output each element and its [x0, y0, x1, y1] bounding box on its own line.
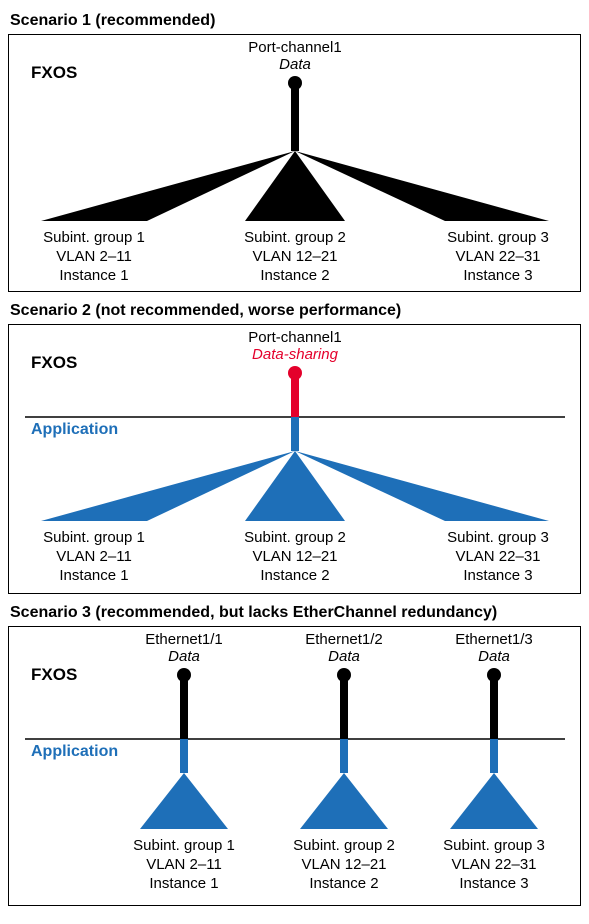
scenario2-g1-l3: Instance 1 [59, 567, 128, 584]
scenario1-g3-l1: Subint. group 3 [447, 229, 549, 246]
scenario3-g2-l2: VLAN 12–21 [301, 856, 386, 873]
scenario3-title: Scenario 3 (recommended, but lacks Ether… [10, 604, 581, 622]
scenario3-group2: Subint. group 2 VLAN 12–21 Instance 2 [269, 837, 419, 893]
scenario2-g3-l2: VLAN 22–31 [455, 548, 540, 565]
scenario3-g3-l2: VLAN 22–31 [451, 856, 536, 873]
scenario3-group3: Subint. group 3 VLAN 22–31 Instance 3 [419, 837, 569, 893]
scenario2-g1-l1: Subint. group 1 [43, 529, 145, 546]
scenario3-box: FXOS Application Ethernet1/1 Data Ethern… [8, 626, 581, 906]
scenario3-group1: Subint. group 1 VLAN 2–11 Instance 1 [109, 837, 259, 893]
scenario3-g2-l1: Subint. group 2 [293, 837, 395, 854]
scenario1-group3: Subint. group 3 VLAN 22–31 Instance 3 [423, 229, 573, 285]
scenario2-g3-l3: Instance 3 [463, 567, 532, 584]
scenario3-g1-l2: VLAN 2–11 [146, 856, 222, 873]
scenario1-g2-l1: Subint. group 2 [244, 229, 346, 246]
scenario1-g3-l2: VLAN 22–31 [455, 248, 540, 265]
scenario2-box: FXOS Port-channel1 Data-sharing Applicat… [8, 324, 581, 594]
scenario2-title: Scenario 2 (not recommended, worse perfo… [10, 302, 581, 320]
scenario3-g3-l1: Subint. group 3 [443, 837, 545, 854]
scenario1-g2-l2: VLAN 12–21 [252, 248, 337, 265]
scenario2-g2-l2: VLAN 12–21 [252, 548, 337, 565]
scenario2-group1: Subint. group 1 VLAN 2–11 Instance 1 [19, 529, 169, 585]
scenario3-g1-l1: Subint. group 1 [133, 837, 235, 854]
scenario2-g1-l2: VLAN 2–11 [56, 548, 132, 565]
scenario1-g2-l3: Instance 2 [260, 267, 329, 284]
scenario2-g2-l1: Subint. group 2 [244, 529, 346, 546]
scenario1-title: Scenario 1 (recommended) [10, 12, 581, 30]
scenario1-g1-l2: VLAN 2–11 [56, 248, 132, 265]
scenario1-g3-l3: Instance 3 [463, 267, 532, 284]
scenario1-group2: Subint. group 2 VLAN 12–21 Instance 2 [220, 229, 370, 285]
scenario2-group2: Subint. group 2 VLAN 12–21 Instance 2 [220, 529, 370, 585]
scenario3-g2-l3: Instance 2 [309, 875, 378, 892]
scenario2-g2-l3: Instance 2 [260, 567, 329, 584]
scenario2-group3: Subint. group 3 VLAN 22–31 Instance 3 [423, 529, 573, 585]
scenario1-g1-l1: Subint. group 1 [43, 229, 145, 246]
scenario1-group1: Subint. group 1 VLAN 2–11 Instance 1 [19, 229, 169, 285]
scenario1-g1-l3: Instance 1 [59, 267, 128, 284]
scenario2-g3-l1: Subint. group 3 [447, 529, 549, 546]
scenario3-g1-l3: Instance 1 [149, 875, 218, 892]
scenario1-box: FXOS Port-channel1 Data Subint. group 1 … [8, 34, 581, 292]
scenario3-g3-l3: Instance 3 [459, 875, 528, 892]
